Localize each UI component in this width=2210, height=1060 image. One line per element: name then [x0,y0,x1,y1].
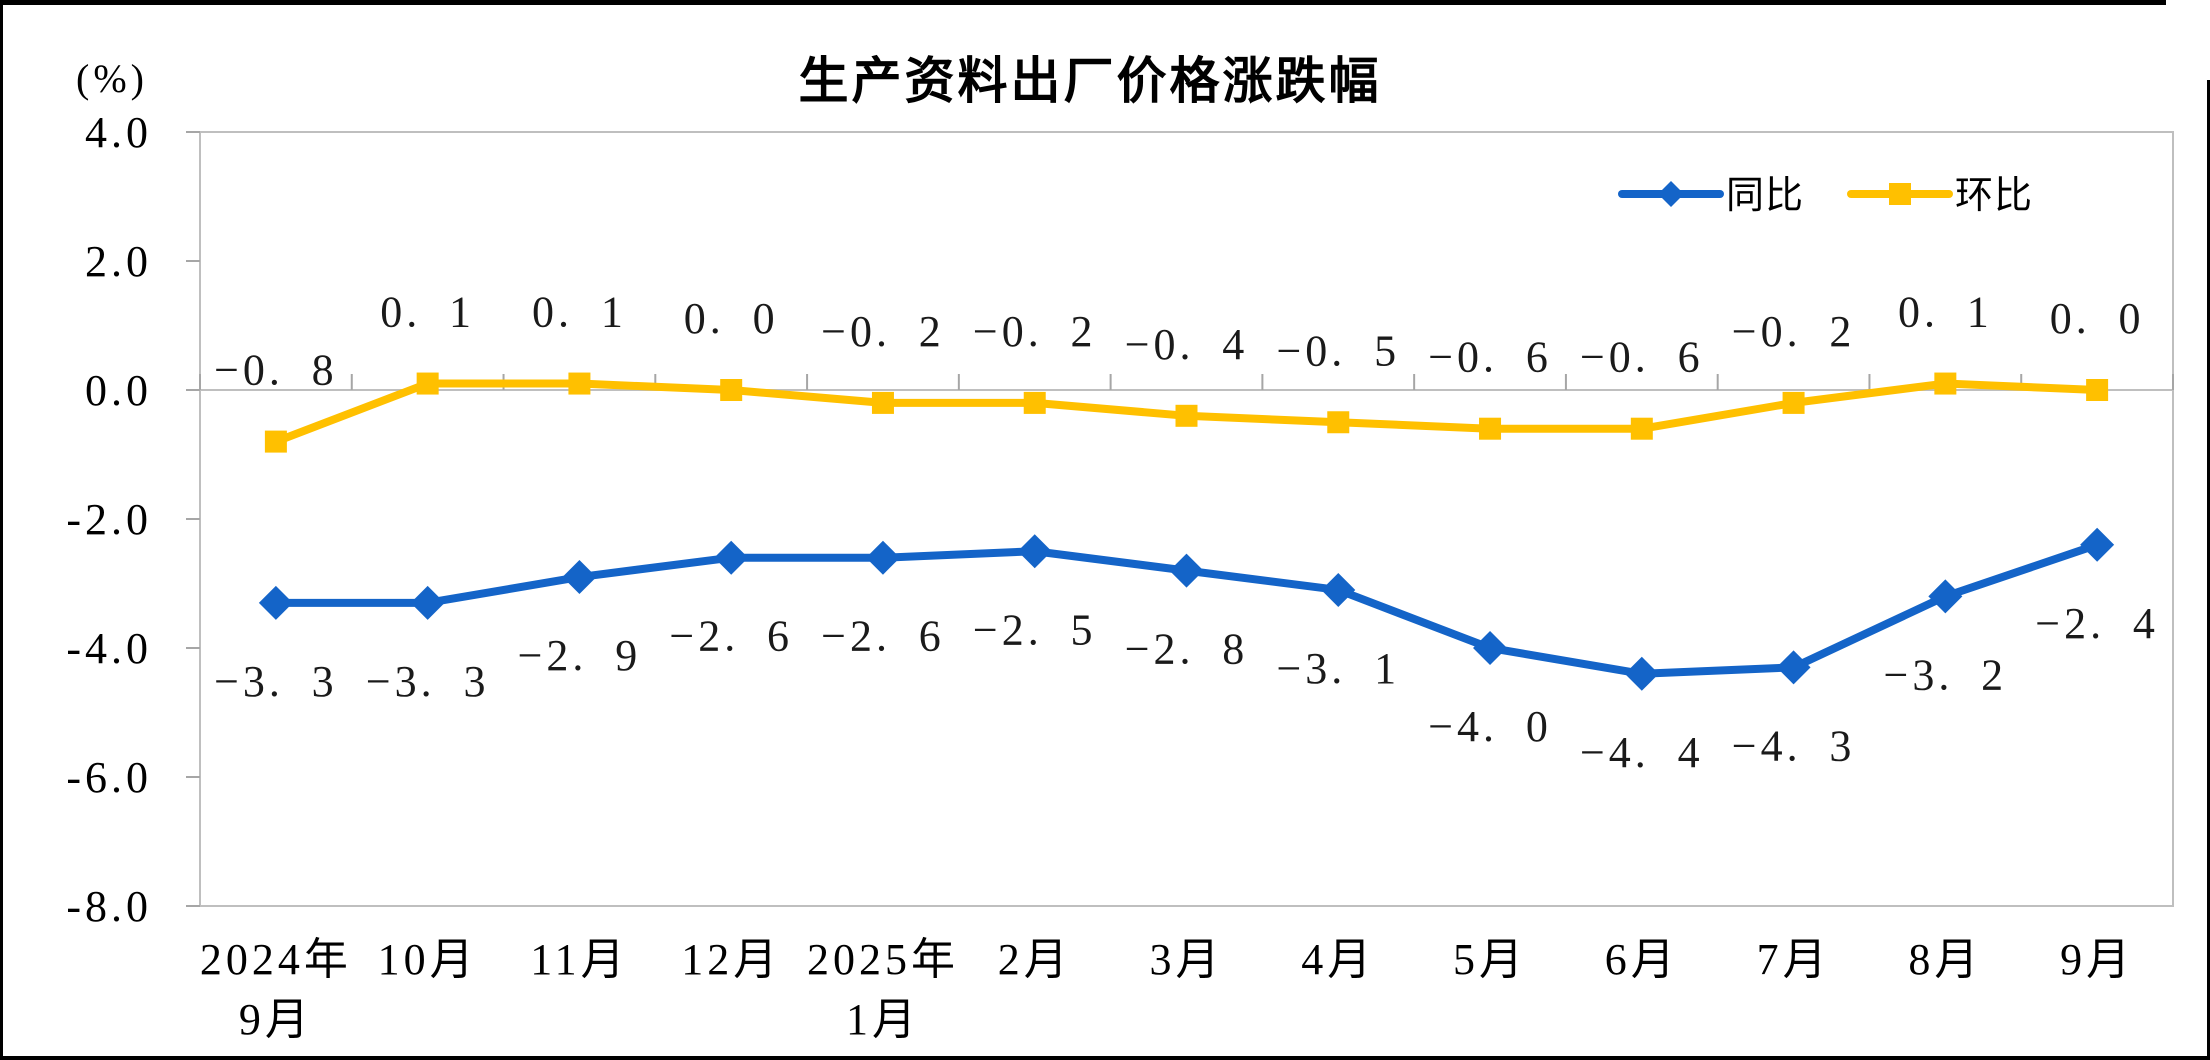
square-marker [2086,379,2109,401]
data-label: −0. 5 [1276,326,1400,375]
x-tick-label: 5月 [1453,935,1527,984]
legend-item: 同比 [1618,175,1804,217]
x-tick-label: 10月 [378,935,478,984]
x-tick-label-row2: 9月 [239,995,313,1044]
data-label: −2. 5 [973,605,1097,654]
chart-title: 生产资料出厂价格涨跌幅 [799,53,1382,109]
data-label: 0. 0 [684,294,779,343]
data-label: −0. 8 [214,346,338,395]
diamond-marker [2080,527,2115,562]
diamond-marker [1928,579,1963,614]
diamond-marker [1473,631,1508,665]
data-label: −4. 4 [1580,728,1704,777]
data-label: −0. 6 [1580,333,1704,382]
legend-label: 环比 [1955,175,2033,217]
legend-square-marker [1889,183,1911,205]
x-tick-label: 8月 [1908,935,1982,984]
square-marker [1479,417,1502,440]
window-frame-top [0,0,2166,5]
square-marker [1327,411,1350,434]
data-label: −2. 8 [1125,625,1249,674]
diamond-marker [1776,650,1811,685]
y-tick-label: 4.0 [85,108,152,157]
data-label: 0. 0 [2050,294,2145,343]
square-marker [1782,391,1805,414]
data-label: −3. 1 [1276,644,1400,693]
data-label: 0. 1 [532,288,627,337]
data-label: −2. 9 [518,631,642,680]
diamond-marker [1017,534,1052,569]
data-label: −3. 2 [1884,650,2008,699]
square-marker [568,372,591,395]
diamond-marker [865,540,900,575]
diamond-marker [1624,656,1659,691]
window-frame-right [2207,80,2210,1060]
square-marker [264,430,287,453]
x-tick-label: 3月 [1150,935,1224,984]
data-label: −0. 4 [1125,320,1249,369]
x-tick-label: 4月 [1301,935,1375,984]
y-tick-label: -8.0 [66,882,152,931]
square-marker [1023,391,1046,414]
x-tick-label: 7月 [1757,935,1831,984]
data-label: −3. 3 [214,657,338,706]
data-label: −2. 6 [821,612,945,661]
square-marker [1934,372,1957,395]
data-label: −4. 3 [1732,721,1856,770]
plot: 4.0 2.0 0.0 -2.0 -4.0 -6.0 -8.0 2024年 9月 10月 11月 12… [66,108,2174,1044]
diamond-marker [1169,553,1204,588]
y-tick-label: 0.0 [85,366,152,415]
plot-border [199,131,2174,907]
legend-item: 环比 [1847,175,2033,217]
data-label: 0. 1 [380,288,475,337]
data-label: −0. 2 [821,307,945,356]
y-tick-label: -2.0 [66,495,152,544]
square-marker [1175,404,1198,427]
y-tick-label: -4.0 [66,624,152,673]
y-axis-unit-label: (%) [76,56,148,101]
square-marker [720,379,743,401]
y-tick-label: -6.0 [66,753,152,802]
square-marker [416,372,439,395]
square-marker [1630,417,1653,440]
data-label: −4. 0 [1428,702,1552,751]
x-tick-label: 2025年 [807,935,959,984]
x-tick-label: 2月 [998,935,1072,984]
diamond-marker [410,585,445,620]
data-label: 0. 1 [1898,288,1993,337]
legend-diamond-marker [1658,181,1684,207]
x-tick-label-row2: 1月 [846,995,920,1044]
square-marker [871,391,894,414]
x-tick-label: 11月 [530,935,628,984]
data-label: −0. 6 [1428,333,1552,382]
window-frame-left [0,0,3,1060]
diamond-marker [714,540,749,575]
data-label: −0. 2 [973,307,1097,356]
y-tick-label: 2.0 [85,237,152,286]
diamond-marker [258,585,293,620]
x-tick-label: 6月 [1605,935,1679,984]
diamond-marker [1321,572,1356,607]
data-label: −0. 2 [1732,307,1856,356]
x-tick-label: 9月 [2060,935,2134,984]
legend-label: 同比 [1726,175,1804,217]
legend: 同比 环比 [1618,175,2033,217]
x-tick-label: 12月 [681,935,781,984]
data-label: −3. 3 [366,657,490,706]
window-frame-bottom [0,1056,2210,1060]
x-tick-label: 2024年 [200,935,352,984]
data-label: −2. 4 [2035,599,2159,648]
data-label: −2. 6 [669,612,793,661]
diamond-marker [562,560,597,595]
